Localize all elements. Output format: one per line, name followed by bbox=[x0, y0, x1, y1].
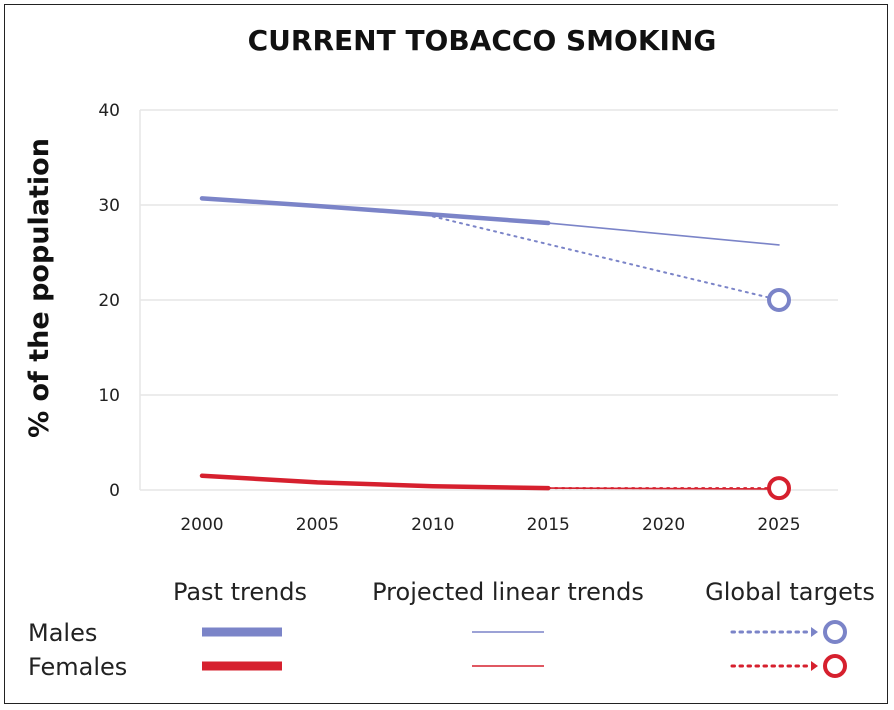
x-tick-label: 2020 bbox=[642, 515, 685, 535]
x-tick-labels: 2000 2005 2010 2015 2020 2025 bbox=[180, 515, 800, 535]
males-target-marker bbox=[767, 288, 791, 312]
females-past-line bbox=[199, 473, 551, 491]
plot-area bbox=[199, 196, 791, 501]
legend-males-target-marker bbox=[823, 620, 847, 644]
y-tick-label: 10 bbox=[98, 386, 120, 406]
y-tick-label: 30 bbox=[98, 196, 120, 216]
legend-row-label: Males bbox=[28, 619, 97, 647]
legend-females-target-marker bbox=[823, 654, 847, 678]
legend-column-header: Past trends bbox=[173, 578, 307, 606]
males-projected-line bbox=[547, 222, 780, 246]
legend: Past trends Projected linear trends Global… bbox=[28, 578, 875, 681]
x-tick-label: 2010 bbox=[411, 515, 454, 535]
females-projected-line bbox=[547, 487, 780, 490]
chart-frame bbox=[4, 4, 888, 704]
y-tick-label: 40 bbox=[98, 101, 120, 121]
x-tick-label: 2025 bbox=[757, 515, 800, 535]
y-tick-labels: 0 10 20 30 40 bbox=[98, 101, 120, 501]
legend-column-header: Global targets bbox=[705, 578, 875, 606]
y-axis-label: % of the population bbox=[24, 138, 55, 438]
y-tick-label: 20 bbox=[98, 291, 120, 311]
legend-males-arrow-icon bbox=[811, 627, 818, 637]
gridlines bbox=[139, 109, 838, 491]
legend-females-arrow-icon bbox=[811, 661, 818, 671]
x-tick-label: 2005 bbox=[296, 515, 339, 535]
males-target-line bbox=[431, 215, 780, 301]
males-past-line bbox=[199, 196, 551, 226]
females-target-marker bbox=[767, 476, 791, 501]
chart-title: CURRENT TOBACCO SMOKING bbox=[248, 24, 717, 57]
x-tick-label: 2015 bbox=[527, 515, 570, 535]
y-tick-label: 0 bbox=[109, 481, 120, 501]
legend-column-header: Projected linear trends bbox=[372, 578, 644, 606]
legend-row-label: Females bbox=[28, 653, 127, 681]
x-tick-label: 2000 bbox=[180, 515, 223, 535]
